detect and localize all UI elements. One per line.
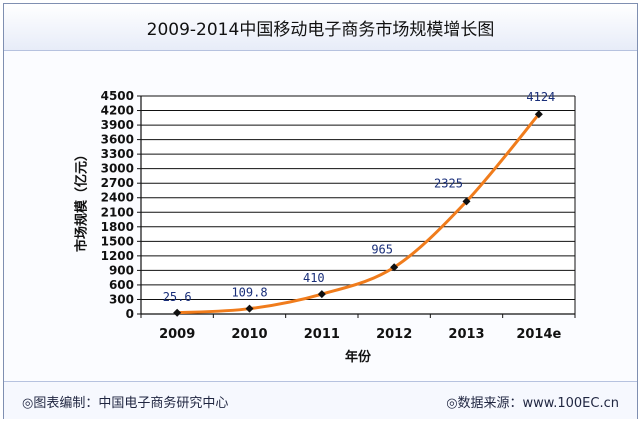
footer-source: ◎数据来源：www.100EC.cn <box>446 396 619 411</box>
y-tick-label: 3300 <box>101 147 134 161</box>
data-label-2011: 410 <box>303 271 325 285</box>
data-point-2011 <box>317 290 326 299</box>
x-tick-label-2009: 2009 <box>159 327 195 342</box>
data-label-2009: 25.6 <box>163 290 192 304</box>
y-tick-label: 600 <box>109 278 134 292</box>
plot-area <box>141 96 575 314</box>
data-point-2013 <box>462 197 471 206</box>
data-point-2010 <box>245 304 254 313</box>
y-tick-label: 2400 <box>101 191 134 205</box>
x-tick-label-2013: 2013 <box>448 327 484 342</box>
data-label-2013: 2325 <box>434 176 463 190</box>
data-point-2014e <box>534 110 543 119</box>
x-tick-label-2011: 2011 <box>304 327 340 342</box>
footer-credit: ◎图表编制：中国电子商务研究中心 <box>22 396 229 411</box>
data-label-2014e: 4124 <box>526 90 555 104</box>
data-label-2012: 965 <box>371 242 393 256</box>
y-tick-label: 900 <box>109 263 134 277</box>
data-point-2009 <box>173 308 182 317</box>
x-axis-label: 年份 <box>345 349 372 365</box>
y-tick-label: 300 <box>109 292 134 306</box>
y-tick-label: 3600 <box>101 133 134 147</box>
y-tick-label: 2700 <box>101 176 134 190</box>
y-tick-label: 3000 <box>101 162 134 176</box>
y-tick-label: 1800 <box>101 220 134 234</box>
y-tick-label: 4200 <box>101 104 134 118</box>
footer: ◎图表编制：中国电子商务研究中心 ◎数据来源：www.100EC.cn <box>4 381 637 419</box>
x-tick-label-2014e: 2014e <box>516 327 561 342</box>
y-tick-label: 4500 <box>101 89 134 103</box>
x-tick-label-2012: 2012 <box>376 327 412 342</box>
y-tick-label: 2100 <box>101 205 134 219</box>
y-tick-label: 3900 <box>101 118 134 132</box>
y-tick-label: 1200 <box>101 249 134 263</box>
data-label-2010: 109.8 <box>231 286 267 300</box>
x-tick-label-2010: 2010 <box>231 327 267 342</box>
chart-title: 2009-2014中国移动电子商务市场规模增长图 <box>4 4 637 51</box>
y-tick-label: 0 <box>126 307 134 321</box>
data-point-2012 <box>390 263 399 272</box>
y-tick-label: 1500 <box>101 234 134 248</box>
